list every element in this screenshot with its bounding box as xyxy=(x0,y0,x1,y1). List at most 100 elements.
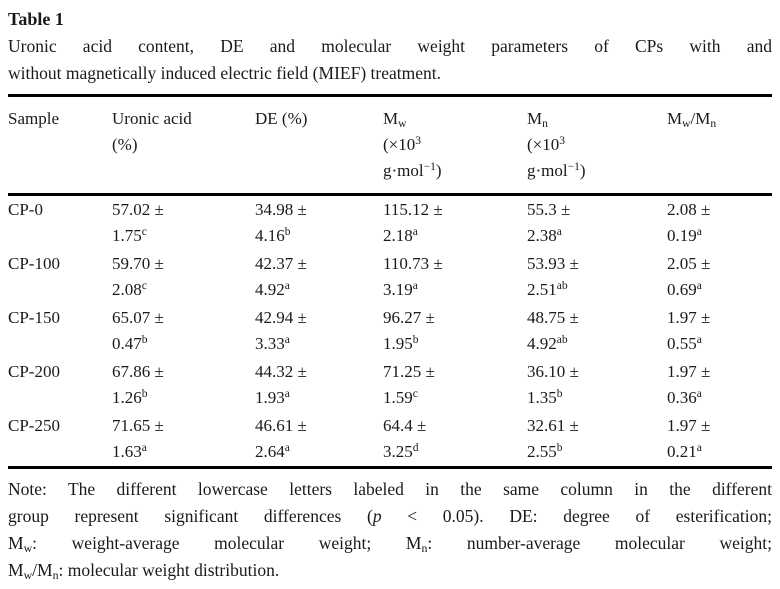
value-line1: 55.3 ± xyxy=(527,200,571,219)
significance-letter: a xyxy=(284,333,290,347)
table-row: CP-0 57.02 ± 1.75c 34.98 ± 4.16b 115.12 ± 2… xyxy=(8,196,772,250)
value-line2: 1.95 xyxy=(383,334,413,353)
value-cell: 42.94 ± 3.33a xyxy=(255,304,383,358)
data-table-body: CP-0 57.02 ±1.75c 34.98 ±4.16b 115.12 ±2… xyxy=(8,196,772,466)
value-line1: 48.75 ± xyxy=(527,308,579,327)
superscript: −1 xyxy=(567,160,580,174)
column-header-mn: Mn (×103 g·mol−1) xyxy=(527,97,667,193)
value-line2: 2.18 xyxy=(383,226,413,245)
value-line2: 2.51 xyxy=(527,280,557,299)
column-header-sample: Sample xyxy=(8,97,112,193)
column-header-mw: Mw (×103 g·mol−1) xyxy=(383,97,527,193)
value-cell: 46.61 ± 2.64a xyxy=(255,412,383,466)
value-line1: 42.37 ± xyxy=(255,254,307,273)
value-line1: 67.86 ± xyxy=(112,362,164,381)
significance-letter: a xyxy=(696,279,702,293)
header-text: (×10 xyxy=(527,135,560,154)
value-cell: 34.98 ± 4.16b xyxy=(255,196,383,250)
value-line2: 4.92 xyxy=(255,280,285,299)
value-cell: 71.65 ± 1.63a xyxy=(112,412,255,466)
value-line1: 46.61 ± xyxy=(255,416,307,435)
value-line2: 1.59 xyxy=(383,388,413,407)
value-cell: 71.25 ± 1.59c xyxy=(383,358,527,412)
value-cell: 64.4 ± 3.25d xyxy=(383,412,527,466)
value-line1: 32.61 ± xyxy=(527,416,579,435)
header-line: (×103 xyxy=(383,132,521,158)
header-text: M xyxy=(667,109,683,128)
value-line1: 71.25 ± xyxy=(383,362,435,381)
header-line: Uronic acid xyxy=(112,106,249,132)
subscript: n xyxy=(52,568,59,583)
value-cell: 55.3 ± 2.38a xyxy=(527,196,667,250)
note-text: : number-average molecular weight; xyxy=(427,533,773,553)
significance-letter: a xyxy=(696,387,702,401)
note-line-3: Mw: weight-average molecular weight; Mn:… xyxy=(8,530,772,557)
value-cell: 44.32 ± 1.93a xyxy=(255,358,383,412)
value-line1: 65.07 ± xyxy=(112,308,164,327)
value-line1: 59.70 ± xyxy=(112,254,164,273)
value-cell: 1.97 ± 0.21a xyxy=(667,412,772,466)
column-header-uronic-acid: Uronic acid (%) xyxy=(112,97,255,193)
sample-cell: CP-200 xyxy=(8,362,60,381)
value-line1: 64.4 ± xyxy=(383,416,427,435)
superscript: 3 xyxy=(415,134,422,148)
table-row: CP-250 71.65 ±1.63a 46.61 ±2.64a 64.4 ± 3… xyxy=(8,412,772,466)
header-line: Mw xyxy=(383,106,521,132)
table-caption: Uronic acid content, DE and molecular we… xyxy=(8,33,772,87)
value-cell: 115.12 ± 2.18a xyxy=(383,196,527,250)
sample-cell: CP-100 xyxy=(8,254,60,273)
value-line2: 4.16 xyxy=(255,226,285,245)
superscript: 3 xyxy=(559,134,566,148)
subscript: n xyxy=(542,117,548,131)
note-line-1: Note: The different lowercase letters la… xyxy=(8,476,772,503)
note-text: M xyxy=(8,560,24,580)
table-row: CP-100 59.70 ±2.08c 42.37 ±4.92a 110.73 … xyxy=(8,250,772,304)
value-line2: 4.92 xyxy=(527,334,557,353)
header-text: ) xyxy=(435,161,442,180)
value-line2: 0.36 xyxy=(667,388,697,407)
value-cell: 1.97 ± 0.55a xyxy=(667,304,772,358)
value-cell: 1.97 ± 0.36a xyxy=(667,358,772,412)
value-line1: 36.10 ± xyxy=(527,362,579,381)
header-text: ) xyxy=(579,161,586,180)
note-text: /M xyxy=(32,560,53,580)
note-line-2: group represent significant differences … xyxy=(8,503,772,530)
value-line2: 0.69 xyxy=(667,280,697,299)
value-line2: 3.25 xyxy=(383,442,413,461)
table-row: CP-200 67.86 ±1.26b 44.32 ±1.93a 71.25 ±… xyxy=(8,358,772,412)
header-text: g·mol xyxy=(527,161,568,180)
significance-letter: a xyxy=(696,441,702,455)
significance-letter: b xyxy=(284,225,291,239)
sample-cell: CP-250 xyxy=(8,416,60,435)
significance-letter: c xyxy=(412,387,418,401)
header-text: (×10 xyxy=(383,135,416,154)
header-line: (%) xyxy=(112,132,249,158)
note-text: Note: The different lowercase letters la… xyxy=(8,479,772,499)
value-line2: 0.55 xyxy=(667,334,697,353)
header-row: Sample Uronic acid (%) DE (%) Mw (×103 g… xyxy=(8,97,772,193)
column-header-de: DE (%) xyxy=(255,97,383,193)
significance-letter: c xyxy=(141,225,147,239)
table-header: Sample Uronic acid (%) DE (%) Mw (×103 g… xyxy=(8,97,772,193)
value-cell: 110.73 ± 3.19a xyxy=(383,250,527,304)
significance-letter: b xyxy=(556,441,563,455)
significance-letter: b xyxy=(141,333,148,347)
table-rule-header xyxy=(8,193,772,196)
significance-letter: a xyxy=(412,225,418,239)
subscript: w xyxy=(23,568,33,583)
value-cell: 48.75 ± 4.92ab xyxy=(527,304,667,358)
value-line2: 1.93 xyxy=(255,388,285,407)
value-line1: 44.32 ± xyxy=(255,362,307,381)
header-line: g·mol−1) xyxy=(527,158,661,184)
table-label: Table 1 xyxy=(8,9,64,29)
value-cell: 57.02 ± 1.75c xyxy=(112,196,255,250)
value-cell: 53.93 ± 2.51ab xyxy=(527,250,667,304)
value-line1: 115.12 ± xyxy=(383,200,443,219)
value-line2: 3.33 xyxy=(255,334,285,353)
header-line: (×103 xyxy=(527,132,661,158)
significance-letter: a xyxy=(696,333,702,347)
header-line: g·mol−1) xyxy=(383,158,521,184)
value-line2: 2.38 xyxy=(527,226,557,245)
value-line1: 57.02 ± xyxy=(112,200,164,219)
header-text: M xyxy=(527,109,543,128)
